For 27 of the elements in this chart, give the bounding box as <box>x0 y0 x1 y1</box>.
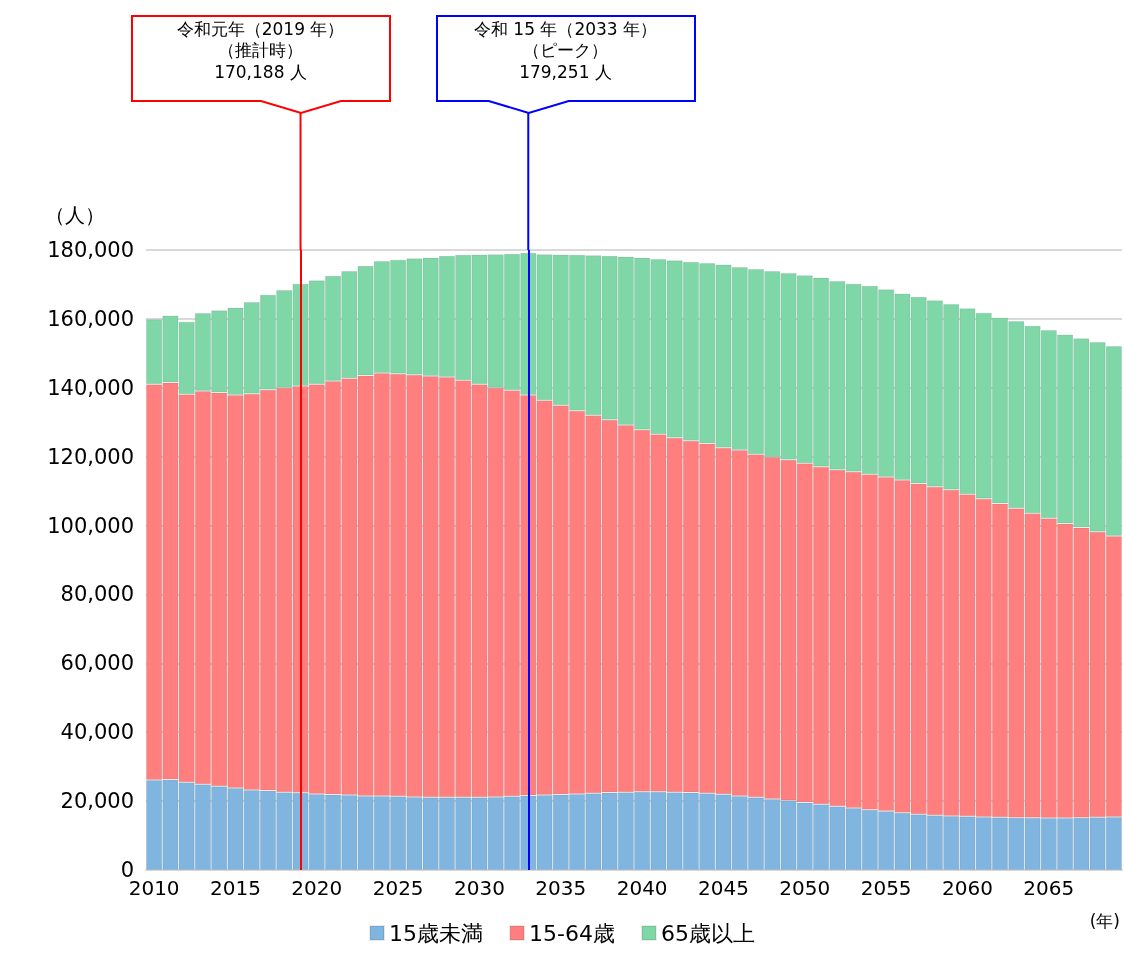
legend-label: 65歳以上 <box>660 920 755 946</box>
x-axis-title: (年) <box>1089 910 1120 931</box>
callout-box: 令和 15 年（2033 年） （ピーク） 179,251 人 <box>435 15 696 115</box>
y-tick-label: 80,000 <box>60 582 134 607</box>
x-tick-label: 2030 <box>454 876 505 900</box>
y-tick-label: 120,000 <box>47 444 134 469</box>
y-axis-title: （人） <box>45 203 105 227</box>
x-tick-label: 2060 <box>942 876 993 900</box>
y-tick-label: 140,000 <box>47 375 134 400</box>
x-tick-label: 2035 <box>535 876 587 900</box>
y-tick-label: 20,000 <box>60 789 134 814</box>
y-tick-label: 60,000 <box>60 651 134 676</box>
legend-label: 15歳未満 <box>389 920 484 946</box>
x-tick-label: 2045 <box>698 876 749 900</box>
x-tick-label: 2050 <box>779 876 831 900</box>
x-tick-label: 2040 <box>616 876 668 900</box>
y-tick-label: 100,000 <box>47 513 134 538</box>
y-tick-label: 160,000 <box>47 306 134 331</box>
y-tick-label: 40,000 <box>60 720 134 745</box>
x-tick-label: 2015 <box>210 876 261 900</box>
legend-label: 15-64歳 <box>529 920 615 946</box>
x-tick-label: 2065 <box>1023 876 1075 900</box>
callout-box: 令和元年（2019 年） （推計時） 170,188 人 <box>130 15 391 115</box>
y-tick-label: 180,000 <box>47 238 134 262</box>
x-tick-label: 2020 <box>291 876 343 900</box>
x-tick-label: 2055 <box>860 876 912 900</box>
x-tick-label: 2025 <box>372 876 424 900</box>
